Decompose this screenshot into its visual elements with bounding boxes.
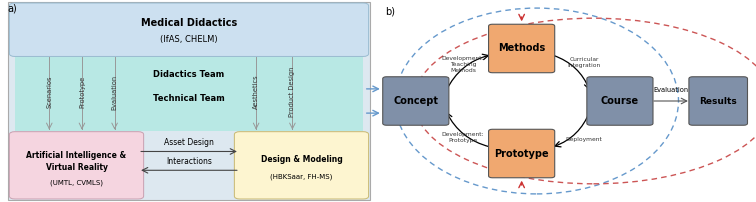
Text: Technical Team: Technical Team [153, 94, 225, 103]
Text: (IfAS, CHELM): (IfAS, CHELM) [160, 35, 218, 44]
Text: Prototype: Prototype [494, 148, 549, 159]
Text: (UMTL, CVMLS): (UMTL, CVMLS) [50, 180, 103, 186]
Text: Deployment: Deployment [565, 137, 603, 142]
Text: Medical Didactics: Medical Didactics [141, 18, 237, 28]
FancyBboxPatch shape [488, 129, 555, 178]
Text: Concept: Concept [393, 96, 438, 106]
FancyBboxPatch shape [689, 77, 748, 125]
FancyBboxPatch shape [488, 24, 555, 73]
Text: Results: Results [699, 97, 737, 105]
FancyBboxPatch shape [9, 3, 369, 56]
Text: Curricular
Integration: Curricular Integration [568, 57, 600, 68]
Text: Virtual Reality: Virtual Reality [45, 163, 107, 172]
Text: a): a) [8, 4, 17, 14]
Text: Asset Design: Asset Design [164, 138, 214, 147]
FancyBboxPatch shape [8, 2, 370, 200]
FancyBboxPatch shape [587, 77, 653, 125]
Text: Didactics Team: Didactics Team [153, 70, 225, 79]
FancyBboxPatch shape [383, 77, 449, 125]
Text: Artificial Intelligence &: Artificial Intelligence & [26, 151, 126, 160]
Text: Methods: Methods [498, 43, 545, 54]
Text: Development:
Teaching
Methods: Development: Teaching Methods [442, 56, 485, 73]
FancyBboxPatch shape [15, 57, 363, 131]
Text: Development:
Prototype: Development: Prototype [442, 132, 485, 143]
Text: Interactions: Interactions [166, 157, 212, 166]
Text: Aesthetics: Aesthetics [253, 75, 259, 109]
Text: Course: Course [601, 96, 639, 106]
Text: Evaluation: Evaluation [653, 87, 689, 93]
Text: Scenarios: Scenarios [46, 76, 52, 108]
Text: Product Design: Product Design [290, 67, 296, 117]
Text: Prototype: Prototype [79, 76, 85, 108]
FancyBboxPatch shape [234, 132, 369, 199]
Text: Evaluation: Evaluation [112, 75, 118, 110]
FancyBboxPatch shape [9, 132, 144, 199]
Text: (HBKSaar, FH-MS): (HBKSaar, FH-MS) [271, 174, 333, 180]
Text: b): b) [386, 6, 395, 16]
Text: Design & Modeling: Design & Modeling [261, 155, 342, 164]
